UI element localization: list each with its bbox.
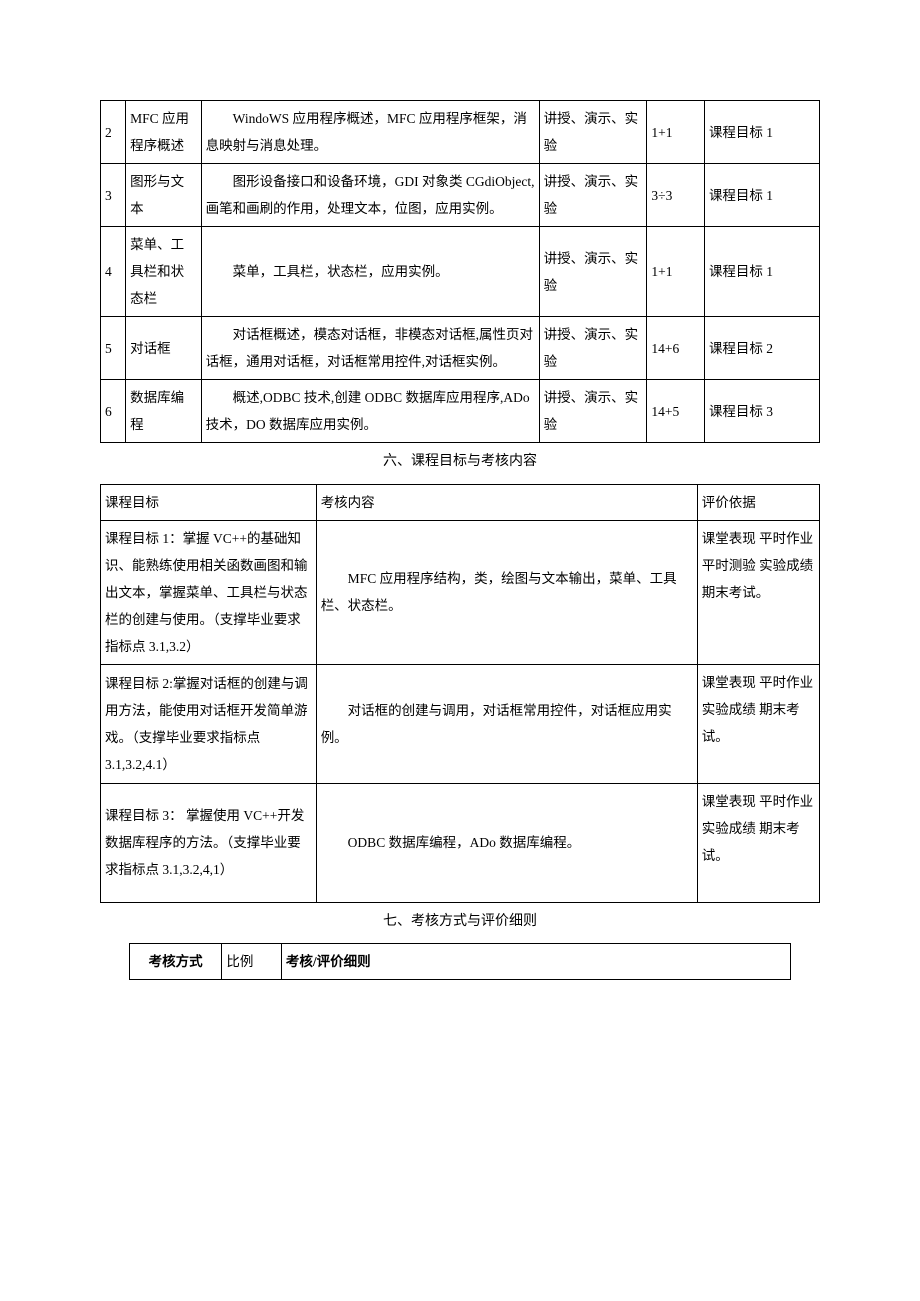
- row-hours: 1+1: [647, 227, 705, 317]
- header-ratio: 比例: [222, 944, 282, 980]
- row-index: 2: [101, 101, 126, 164]
- table-row: 2 MFC 应用程序概述 WindoWS 应用程序概述，MFC 应用程序框架，消…: [101, 101, 820, 164]
- cell-exam: MFC 应用程序结构，类，绘图与文本输出，菜单、工具栏、状态栏。: [316, 520, 697, 664]
- row-hours: 14+5: [647, 380, 705, 443]
- header-detail: 考核/评价细则: [281, 944, 790, 980]
- row-method: 讲授、演示、实验: [539, 227, 647, 317]
- row-goal: 课程目标 1: [704, 164, 819, 227]
- row-topic: 菜单、工具栏和状态栏: [126, 227, 201, 317]
- row-goal: 课程目标 2: [704, 317, 819, 380]
- row-content: WindoWS 应用程序概述，MFC 应用程序框架，消息映射与消息处理。: [201, 101, 539, 164]
- row-index: 3: [101, 164, 126, 227]
- row-hours: 3÷3: [647, 164, 705, 227]
- table-row: 4 菜单、工具栏和状态栏 菜单，工具栏，状态栏，应用实例。 讲授、演示、实验 1…: [101, 227, 820, 317]
- header-exam: 考核内容: [316, 484, 697, 520]
- row-hours: 14+6: [647, 317, 705, 380]
- course-goal-assessment-table: 课程目标 考核内容 评价依据 课程目标 1：掌握 VC++的基础知识、能熟练使用…: [100, 484, 820, 903]
- row-method: 讲授、演示、实验: [539, 380, 647, 443]
- row-method: 讲授、演示、实验: [539, 164, 647, 227]
- row-method: 讲授、演示、实验: [539, 317, 647, 380]
- table-row: 5 对话框 对话框概述，模态对话框，非模态对话框,属性页对话框，通用对话框，对话…: [101, 317, 820, 380]
- table-header-row: 考核方式 比例 考核/评价细则: [129, 944, 790, 980]
- row-hours: 1+1: [647, 101, 705, 164]
- header-goal: 课程目标: [101, 484, 317, 520]
- cell-goal: 课程目标 1：掌握 VC++的基础知识、能熟练使用相关函数画图和输出文本，掌握菜…: [101, 520, 317, 664]
- row-topic: MFC 应用程序概述: [126, 101, 201, 164]
- table-row: 3 图形与文本 图形设备接口和设备环境，GDI 对象类 CGdiObject,画…: [101, 164, 820, 227]
- header-basis: 评价依据: [697, 484, 819, 520]
- cell-exam: 对话框的创建与调用，对话框常用控件，对话框应用实例。: [316, 664, 697, 783]
- cell-goal: 课程目标 2:掌握对话框的创建与调用方法，能使用对话框开发简单游戏。（支撑毕业要…: [101, 664, 317, 783]
- table-row: 课程目标 2:掌握对话框的创建与调用方法，能使用对话框开发简单游戏。（支撑毕业要…: [101, 664, 820, 783]
- row-goal: 课程目标 1: [704, 227, 819, 317]
- table-row: 课程目标 1：掌握 VC++的基础知识、能熟练使用相关函数画图和输出文本，掌握菜…: [101, 520, 820, 664]
- row-topic: 数据库编程: [126, 380, 201, 443]
- cell-basis: 课堂表现 平时作业 实验成绩 期末考试。: [697, 664, 819, 783]
- row-content: 对话框概述，模态对话框，非模态对话框,属性页对话框，通用对话框，对话框常用控件,…: [201, 317, 539, 380]
- cell-exam: ODBC 数据库编程，ADo 数据库编程。: [316, 783, 697, 902]
- row-goal: 课程目标 3: [704, 380, 819, 443]
- row-content: 图形设备接口和设备环境，GDI 对象类 CGdiObject,画笔和画刷的作用，…: [201, 164, 539, 227]
- table-row: 6 数据库编程 概述,ODBC 技术,创建 ODBC 数据库应用程序,ADo技术…: [101, 380, 820, 443]
- row-topic: 对话框: [126, 317, 201, 380]
- row-index: 6: [101, 380, 126, 443]
- table-row: 课程目标 3： 掌握使用 VC++开发数据库程序的方法。（支撑毕业要求指标点 3…: [101, 783, 820, 902]
- section-title-7: 七、考核方式与评价细则: [100, 909, 820, 936]
- row-index: 4: [101, 227, 126, 317]
- teaching-content-table: 2 MFC 应用程序概述 WindoWS 应用程序概述，MFC 应用程序框架，消…: [100, 100, 820, 443]
- cell-basis: 课堂表现 平时作业 实验成绩 期末考试。: [697, 783, 819, 902]
- section-title-6: 六、课程目标与考核内容: [100, 449, 820, 476]
- cell-goal: 课程目标 3： 掌握使用 VC++开发数据库程序的方法。（支撑毕业要求指标点 3…: [101, 783, 317, 902]
- row-method: 讲授、演示、实验: [539, 101, 647, 164]
- row-content: 概述,ODBC 技术,创建 ODBC 数据库应用程序,ADo技术，DO 数据库应…: [201, 380, 539, 443]
- row-index: 5: [101, 317, 126, 380]
- row-goal: 课程目标 1: [704, 101, 819, 164]
- row-content: 菜单，工具栏，状态栏，应用实例。: [201, 227, 539, 317]
- header-method: 考核方式: [129, 944, 222, 980]
- row-topic: 图形与文本: [126, 164, 201, 227]
- table-header-row: 课程目标 考核内容 评价依据: [101, 484, 820, 520]
- cell-basis: 课堂表现 平时作业 平时测验 实验成绩 期末考试。: [697, 520, 819, 664]
- assessment-method-table: 考核方式 比例 考核/评价细则: [129, 943, 791, 980]
